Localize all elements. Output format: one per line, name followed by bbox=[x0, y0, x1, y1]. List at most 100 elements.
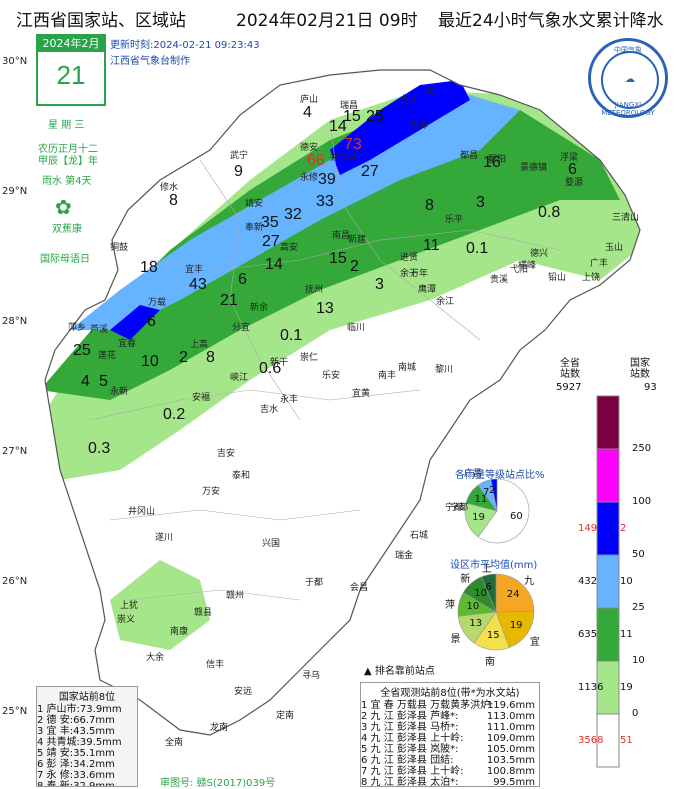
city-label: 乐平 bbox=[445, 215, 464, 225]
pie-slice-label: 60 bbox=[510, 511, 523, 523]
rainfall-value: 6 bbox=[147, 313, 156, 330]
city-label: 信丰 bbox=[206, 660, 225, 670]
legend-threshold: 50 bbox=[632, 549, 645, 560]
rainfall-value: 25 bbox=[366, 108, 384, 125]
pie-slice bbox=[464, 502, 498, 538]
pie-slice-label: 2 bbox=[489, 485, 496, 497]
pie-slice-label: 24 bbox=[506, 588, 520, 600]
city-label: 上饶 bbox=[582, 273, 601, 283]
solar-term: 雨水 第4天 bbox=[42, 176, 92, 187]
city-label: 新建 bbox=[348, 235, 367, 245]
city-label: 永新 bbox=[110, 387, 129, 397]
legend-left-count: 1136 bbox=[578, 681, 604, 693]
top-stations-note: ▲ 排名靠前站点 bbox=[364, 666, 435, 677]
legend-threshold: 100 bbox=[632, 496, 652, 507]
rainfall-value: 35 bbox=[261, 214, 279, 231]
national-rank-row: 8 奉 新:32.9mm bbox=[37, 781, 115, 787]
city-label: 赣州 bbox=[226, 591, 245, 601]
rainfall-value: 5 bbox=[99, 373, 108, 390]
ganzhi-year: 甲辰【龙】年 bbox=[38, 156, 98, 167]
city-label: 广昌 bbox=[464, 469, 483, 479]
all-rank-row: 5 九 江 彭泽县 岚陂*: 105.0mm bbox=[361, 744, 539, 755]
rainfall-value: 73 bbox=[344, 136, 362, 153]
all-rank-row: 1 宜 春 万载县 万载黄茅洪炉: 119.6mm bbox=[361, 700, 539, 711]
city-label: 宜丰 bbox=[185, 265, 204, 275]
city-label: 余江 bbox=[436, 297, 455, 307]
city-label: 万年 bbox=[410, 269, 429, 279]
rainfall-value: 4 bbox=[81, 373, 90, 390]
all-rank-value: 111.0mm bbox=[486, 722, 535, 733]
city-label: 安福 bbox=[192, 393, 211, 403]
city-label: 武宁 bbox=[230, 151, 249, 161]
rain-level-pie bbox=[464, 478, 530, 544]
legend-swatch bbox=[596, 713, 620, 768]
legend-threshold: 10 bbox=[632, 655, 645, 666]
all-rank-value: 109.0mm bbox=[486, 733, 535, 744]
city-label: 定南 bbox=[276, 711, 295, 721]
rainfall-value: 6 bbox=[568, 161, 577, 178]
all-rank-value: 100.8mm bbox=[486, 766, 535, 777]
rainfall-value: 4 bbox=[303, 104, 312, 121]
pie-slice bbox=[495, 573, 535, 613]
legend-col-left: 全省 站数 bbox=[560, 358, 580, 380]
legend-swatch bbox=[596, 607, 620, 662]
legend-right-count: 2 bbox=[620, 522, 627, 534]
city-label: 安远 bbox=[234, 687, 253, 697]
pie-slice-name: 九 bbox=[523, 576, 534, 588]
all-rank-station: 7 九 江 彭泽县 上十岭: bbox=[361, 766, 464, 777]
city-label: 萍乡 bbox=[68, 323, 87, 333]
all-rank-table: 全省观测站前8位(带*为水文站) 1 宜 春 万载县 万载黄茅洪炉: 119.6m… bbox=[360, 682, 540, 787]
city-label: 兴国 bbox=[262, 539, 281, 549]
rainfall-value: 25 bbox=[73, 342, 91, 359]
rainfall-value: 2 bbox=[350, 258, 359, 275]
city-label: 彭泽 bbox=[410, 121, 429, 131]
legend-threshold: 250 bbox=[632, 443, 652, 454]
city-label: 上高 bbox=[190, 340, 209, 350]
rainfall-value: 15 bbox=[343, 108, 361, 125]
city-label: 分宜 bbox=[232, 323, 251, 333]
city-label: 万载 bbox=[148, 298, 167, 308]
city-label: 新干 bbox=[270, 358, 289, 368]
rainfall-value: 27 bbox=[262, 233, 280, 250]
legend-left-count: 635 bbox=[578, 628, 598, 640]
all-rank-value: 99.5mm bbox=[493, 777, 535, 787]
update-time: 更新时刻:2024-02-21 09:23:43 bbox=[110, 40, 260, 51]
cloud-icon: ☁ bbox=[601, 51, 659, 109]
city-label: 靖安 bbox=[245, 199, 264, 209]
city-label: 井冈山 bbox=[128, 507, 156, 517]
city-average-pie bbox=[457, 573, 535, 651]
pie-slice bbox=[481, 573, 497, 613]
legend-swatch bbox=[596, 554, 620, 609]
national-rank-row: 4 共青城:39.5mm bbox=[37, 737, 122, 748]
lat-25: 25°N bbox=[2, 706, 28, 717]
pie-slice-label: 7 bbox=[483, 486, 490, 498]
city-label: 鄱阳 bbox=[488, 155, 507, 165]
pie-slice-name: 宜 bbox=[529, 636, 540, 648]
pie-slice-name: 南 bbox=[484, 656, 495, 668]
city-label: 横峰 bbox=[518, 261, 537, 271]
rainfall-value: 11 bbox=[423, 237, 440, 254]
pie-slice-label: 10 bbox=[474, 587, 488, 599]
pie-slice-label: 13 bbox=[469, 618, 483, 630]
rainfall-value: 0.8 bbox=[538, 204, 561, 221]
legend-right-count: 10 bbox=[620, 575, 633, 587]
national-rank-row: 6 彭 泽:34.2mm bbox=[37, 759, 115, 770]
city-label: 上犹 bbox=[120, 601, 139, 611]
city-label: 临川 bbox=[347, 323, 366, 333]
pie-slice-name: 萍 bbox=[445, 600, 456, 612]
city-label: 峡江 bbox=[230, 373, 249, 383]
lat-30: 30°N bbox=[2, 56, 28, 67]
legend-swatch bbox=[596, 395, 620, 450]
national-rank-row: 3 宜 丰:43.5mm bbox=[37, 726, 115, 737]
city-label: 进贤 bbox=[400, 253, 419, 263]
national-rank-row: 5 靖 安:35.1mm bbox=[37, 748, 115, 759]
pie-slice-name: 上 bbox=[481, 563, 492, 575]
city-label: 永修 bbox=[300, 173, 319, 183]
pie1-title: 各雨量等级站点比% bbox=[455, 470, 545, 481]
rainfall-value: 66 bbox=[307, 152, 325, 169]
city-label: 德兴 bbox=[530, 249, 549, 259]
rainfall-value: 3 bbox=[375, 276, 384, 293]
pie-slice-label: 10 bbox=[466, 600, 480, 612]
rainfall-value: 8 bbox=[206, 349, 215, 366]
